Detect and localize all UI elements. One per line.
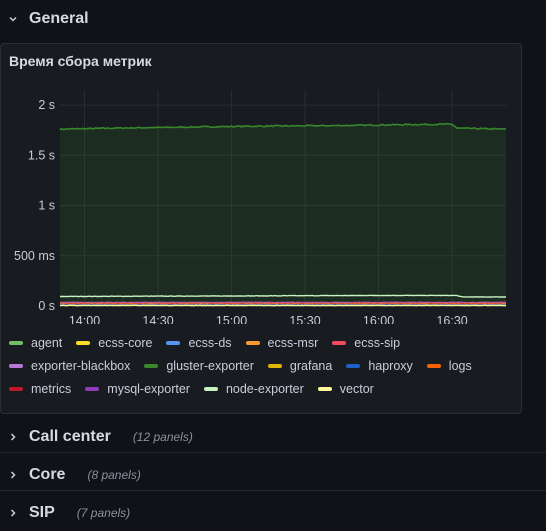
legend-swatch	[427, 364, 441, 368]
legend-swatch	[9, 341, 23, 345]
legend-label: grafana	[290, 359, 332, 373]
row-divider	[0, 452, 546, 453]
y-tick-label: 2 s	[38, 98, 55, 112]
chevron-right-icon[interactable]	[6, 430, 20, 444]
chevron-down-icon[interactable]	[6, 12, 20, 26]
legend-swatch	[76, 341, 90, 345]
chevron-right-icon[interactable]	[6, 468, 20, 482]
row-title: Core	[29, 466, 65, 484]
legend-item-metrics[interactable]: metrics	[9, 380, 71, 397]
legend-swatch	[346, 364, 360, 368]
legend-item-ecss-msr[interactable]: ecss-msr	[246, 334, 319, 351]
row-call-center[interactable]: Call center (12 panels)	[0, 419, 546, 455]
legend-item-agent[interactable]: agent	[9, 334, 62, 351]
legend-label: ecss-msr	[268, 336, 319, 350]
row-panel-count: (7 panels)	[77, 506, 130, 520]
row-divider	[0, 490, 546, 491]
legend-item-vector[interactable]: vector	[318, 380, 374, 397]
legend-label: ecss-core	[98, 336, 152, 350]
x-tick-label: 14:30	[142, 314, 173, 324]
chart-legend: agent ecss-core ecss-ds ecss-msr ecss-sip exp…	[9, 334, 515, 397]
legend-label: node-exporter	[226, 382, 304, 396]
row-panel-count: (12 panels)	[133, 430, 193, 444]
legend-swatch	[144, 364, 158, 368]
legend-item-grafana[interactable]: grafana	[268, 357, 332, 374]
x-tick-label: 16:30	[436, 314, 467, 324]
legend-label: exporter-blackbox	[31, 359, 130, 373]
legend-item-exporter-blackbox[interactable]: exporter-blackbox	[9, 357, 130, 374]
legend-label: agent	[31, 336, 62, 350]
row-title: Call center	[29, 428, 111, 446]
legend-swatch	[9, 387, 23, 391]
y-tick-label: 1.5 s	[28, 148, 55, 162]
row-core[interactable]: Core (8 panels)	[0, 457, 546, 493]
row-title: SIP	[29, 504, 55, 522]
x-tick-label: 14:00	[69, 314, 100, 324]
chevron-right-icon[interactable]	[6, 506, 20, 520]
row-general[interactable]: General	[0, 1, 546, 37]
legend-swatch	[85, 387, 99, 391]
legend-label: haproxy	[368, 359, 412, 373]
line-chart: 0 s 500 ms 1 s 1.5 s 2 s 14:00 14:30 15:00 15:30…	[1, 44, 521, 324]
legend-item-ecss-core[interactable]: ecss-core	[76, 334, 152, 351]
row-sip[interactable]: SIP (7 panels)	[0, 495, 546, 531]
legend-swatch	[318, 387, 332, 391]
legend-item-gluster-exporter[interactable]: gluster-exporter	[144, 357, 254, 374]
legend-swatch	[246, 341, 260, 345]
series-area-gluster-exporter	[60, 124, 506, 306]
legend-swatch	[332, 341, 346, 345]
y-tick-label: 0 s	[38, 299, 55, 313]
legend-swatch	[9, 364, 23, 368]
legend-label: ecss-ds	[188, 336, 231, 350]
row-title: General	[29, 10, 89, 28]
legend-item-logs[interactable]: logs	[427, 357, 472, 374]
legend-item-node-exporter[interactable]: node-exporter	[204, 380, 304, 397]
legend-swatch	[268, 364, 282, 368]
legend-label: mysql-exporter	[107, 382, 190, 396]
legend-item-haproxy[interactable]: haproxy	[346, 357, 412, 374]
x-tick-label: 16:00	[363, 314, 394, 324]
legend-item-mysql-exporter[interactable]: mysql-exporter	[85, 380, 190, 397]
legend-label: ecss-sip	[354, 336, 400, 350]
legend-swatch	[166, 341, 180, 345]
legend-label: metrics	[31, 382, 71, 396]
legend-item-ecss-sip[interactable]: ecss-sip	[332, 334, 400, 351]
y-tick-label: 500 ms	[14, 249, 55, 263]
legend-label: vector	[340, 382, 374, 396]
x-tick-label: 15:30	[289, 314, 320, 324]
legend-label: gluster-exporter	[166, 359, 254, 373]
legend-swatch	[204, 387, 218, 391]
legend-item-ecss-ds[interactable]: ecss-ds	[166, 334, 231, 351]
x-tick-label: 15:00	[216, 314, 247, 324]
row-panel-count: (8 panels)	[87, 468, 140, 482]
legend-label: logs	[449, 359, 472, 373]
y-tick-label: 1 s	[38, 199, 55, 213]
